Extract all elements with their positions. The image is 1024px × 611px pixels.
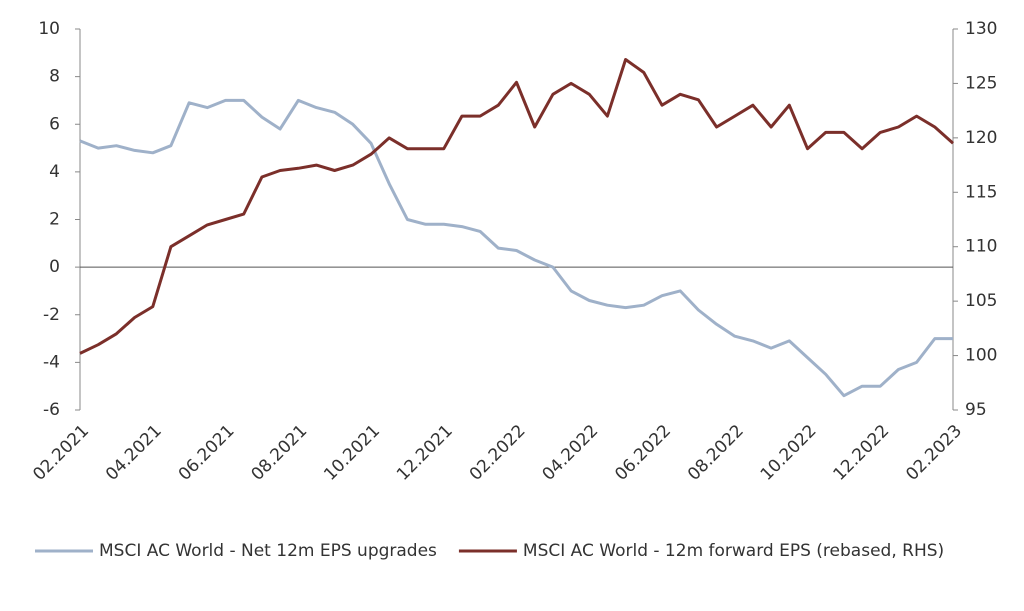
- legend-label: MSCI AC World - Net 12m EPS upgrades: [99, 541, 437, 561]
- series-line: [79, 58, 955, 355]
- y-tick-label: 10: [38, 19, 60, 39]
- y-tick-label: 4: [49, 162, 60, 182]
- x-tick-label: 08.2021: [247, 421, 311, 485]
- x-tick-label: 02.2021: [29, 421, 93, 485]
- x-tick-label: 10.2022: [757, 421, 821, 485]
- x-tick-label: 10.2021: [320, 421, 384, 485]
- x-tick-label: 04.2021: [102, 421, 166, 485]
- y-tick-label: 6: [49, 114, 60, 134]
- y2-tick-label: 115: [965, 182, 997, 202]
- x-tick-label: 06.2022: [611, 421, 675, 485]
- y2-tick-label: 110: [965, 237, 997, 257]
- x-tick-label: 12.2022: [829, 421, 893, 485]
- x-tick-label: 02.2022: [466, 421, 530, 485]
- x-tick-label: 02.2023: [902, 421, 966, 485]
- y2-tick-label: 100: [965, 346, 997, 366]
- series-line: [79, 98, 953, 398]
- x-tick-label: 06.2021: [175, 421, 239, 485]
- legend-label: MSCI AC World - 12m forward EPS (rebased…: [523, 541, 944, 561]
- y-tick-label: -6: [43, 400, 60, 420]
- x-tick-label: 12.2021: [393, 421, 457, 485]
- y-tick-label: 0: [49, 257, 60, 277]
- y2-tick-label: 120: [965, 128, 997, 148]
- x-tick-label: 04.2022: [538, 421, 602, 485]
- y2-tick-label: 95: [965, 400, 987, 420]
- y2-tick-label: 130: [965, 19, 997, 39]
- y2-tick-label: 125: [965, 73, 997, 93]
- y2-tick-label: 105: [965, 291, 997, 311]
- y-tick-label: -4: [43, 352, 60, 372]
- y-tick-label: -2: [43, 305, 60, 325]
- y-tick-label: 8: [49, 67, 60, 87]
- x-tick-label: 08.2022: [684, 421, 748, 485]
- y-tick-label: 2: [49, 210, 60, 230]
